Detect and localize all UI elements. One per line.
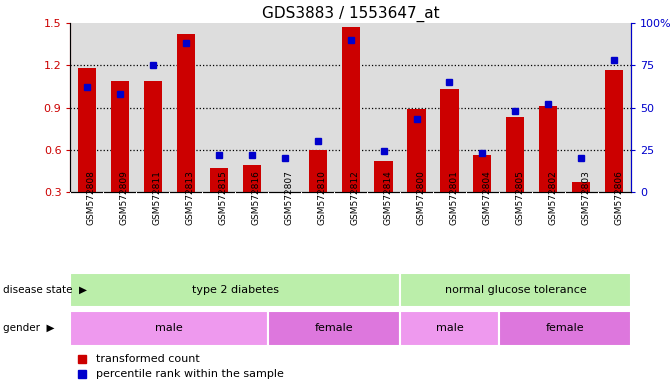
- Bar: [400, 311, 499, 346]
- Text: GSM572806: GSM572806: [614, 170, 623, 225]
- Text: GSM572800: GSM572800: [417, 170, 425, 225]
- Bar: [539, 106, 558, 192]
- Text: GSM572814: GSM572814: [384, 170, 393, 225]
- Bar: [499, 311, 631, 346]
- Bar: [407, 109, 425, 192]
- Bar: [400, 273, 631, 307]
- Bar: [605, 70, 623, 192]
- Text: GSM572811: GSM572811: [153, 170, 162, 225]
- Bar: [572, 182, 590, 192]
- Bar: [342, 27, 360, 192]
- Bar: [210, 168, 228, 192]
- Bar: [374, 161, 393, 192]
- Text: GSM572816: GSM572816: [252, 170, 261, 225]
- Text: GSM572813: GSM572813: [186, 170, 195, 225]
- Bar: [70, 311, 268, 346]
- Bar: [78, 68, 96, 192]
- Text: GSM572801: GSM572801: [450, 170, 458, 225]
- Text: GSM572810: GSM572810: [317, 170, 327, 225]
- Title: GDS3883 / 1553647_at: GDS3883 / 1553647_at: [262, 5, 440, 22]
- Text: GSM572803: GSM572803: [581, 170, 590, 225]
- Text: female: female: [315, 323, 354, 333]
- Text: GSM572809: GSM572809: [120, 170, 129, 225]
- Text: percentile rank within the sample: percentile rank within the sample: [96, 369, 284, 379]
- Bar: [473, 156, 491, 192]
- Bar: [507, 118, 525, 192]
- Bar: [440, 89, 458, 192]
- Bar: [243, 165, 261, 192]
- Bar: [176, 34, 195, 192]
- Text: female: female: [546, 323, 584, 333]
- Text: GSM572804: GSM572804: [482, 170, 491, 225]
- Text: normal glucose tolerance: normal glucose tolerance: [444, 285, 586, 295]
- Text: disease state  ▶: disease state ▶: [3, 285, 87, 295]
- Bar: [144, 81, 162, 192]
- Text: GSM572802: GSM572802: [548, 170, 558, 225]
- Text: GSM572805: GSM572805: [515, 170, 525, 225]
- Bar: [111, 81, 129, 192]
- Text: GSM572815: GSM572815: [219, 170, 227, 225]
- Text: male: male: [435, 323, 464, 333]
- Text: GSM572807: GSM572807: [285, 170, 294, 225]
- Bar: [70, 273, 400, 307]
- Text: transformed count: transformed count: [96, 354, 199, 364]
- Text: gender  ▶: gender ▶: [3, 323, 55, 333]
- Text: GSM572808: GSM572808: [87, 170, 96, 225]
- Bar: [268, 311, 400, 346]
- Bar: [309, 150, 327, 192]
- Text: type 2 diabetes: type 2 diabetes: [192, 285, 278, 295]
- Text: male: male: [156, 323, 183, 333]
- Text: GSM572812: GSM572812: [350, 170, 360, 225]
